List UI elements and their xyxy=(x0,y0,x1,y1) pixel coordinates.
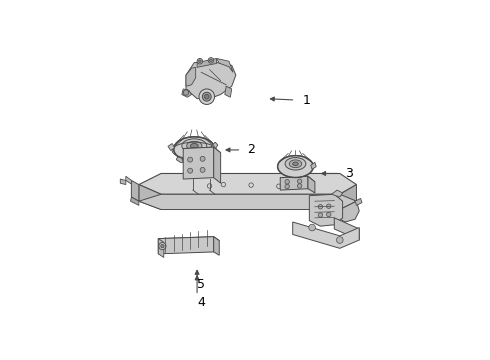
Circle shape xyxy=(337,237,343,243)
Ellipse shape xyxy=(289,160,302,168)
Polygon shape xyxy=(176,157,183,162)
Polygon shape xyxy=(168,144,175,150)
Circle shape xyxy=(200,167,205,172)
Polygon shape xyxy=(130,197,139,205)
Ellipse shape xyxy=(173,136,215,162)
Circle shape xyxy=(198,60,201,63)
Ellipse shape xyxy=(285,158,306,170)
Polygon shape xyxy=(120,179,126,185)
Circle shape xyxy=(318,204,322,209)
Ellipse shape xyxy=(187,141,202,150)
Circle shape xyxy=(285,184,290,189)
Polygon shape xyxy=(158,237,214,254)
Circle shape xyxy=(188,157,193,162)
Polygon shape xyxy=(280,176,308,190)
Polygon shape xyxy=(197,58,217,67)
Circle shape xyxy=(326,204,331,208)
Polygon shape xyxy=(308,176,315,193)
Polygon shape xyxy=(293,222,359,248)
Polygon shape xyxy=(126,176,131,184)
Polygon shape xyxy=(186,61,236,99)
Circle shape xyxy=(285,180,290,184)
Text: 3: 3 xyxy=(345,167,353,180)
Polygon shape xyxy=(214,237,219,255)
Polygon shape xyxy=(182,89,192,97)
Circle shape xyxy=(318,213,322,217)
Polygon shape xyxy=(355,198,362,205)
Ellipse shape xyxy=(191,144,198,148)
Polygon shape xyxy=(158,237,219,242)
Circle shape xyxy=(210,59,212,62)
Polygon shape xyxy=(211,142,218,149)
Circle shape xyxy=(197,58,203,64)
Polygon shape xyxy=(183,147,214,179)
Polygon shape xyxy=(186,67,196,86)
Text: 2: 2 xyxy=(247,143,255,157)
Text: 1: 1 xyxy=(302,94,310,107)
Polygon shape xyxy=(309,194,343,226)
Polygon shape xyxy=(158,239,164,257)
Circle shape xyxy=(202,92,211,101)
Text: 4: 4 xyxy=(197,296,205,309)
Polygon shape xyxy=(225,86,232,97)
Circle shape xyxy=(199,89,215,104)
Text: 5: 5 xyxy=(197,278,205,291)
Circle shape xyxy=(161,244,164,248)
Polygon shape xyxy=(139,174,356,194)
Circle shape xyxy=(204,94,209,99)
Polygon shape xyxy=(332,190,343,197)
Ellipse shape xyxy=(293,162,298,166)
Polygon shape xyxy=(217,58,233,72)
Polygon shape xyxy=(183,147,220,154)
Circle shape xyxy=(183,90,189,95)
Polygon shape xyxy=(340,201,359,222)
Polygon shape xyxy=(334,218,359,240)
Ellipse shape xyxy=(182,139,207,153)
Polygon shape xyxy=(340,185,356,210)
Polygon shape xyxy=(311,162,316,169)
Circle shape xyxy=(326,212,331,217)
Circle shape xyxy=(297,179,302,184)
Circle shape xyxy=(200,156,205,161)
Ellipse shape xyxy=(277,156,314,177)
Circle shape xyxy=(208,58,214,63)
Circle shape xyxy=(297,184,302,188)
Circle shape xyxy=(188,168,193,173)
Circle shape xyxy=(309,224,316,231)
Polygon shape xyxy=(139,194,356,210)
Polygon shape xyxy=(139,185,161,210)
Polygon shape xyxy=(131,180,139,201)
Circle shape xyxy=(159,243,166,250)
Polygon shape xyxy=(280,176,315,183)
Polygon shape xyxy=(214,147,220,183)
